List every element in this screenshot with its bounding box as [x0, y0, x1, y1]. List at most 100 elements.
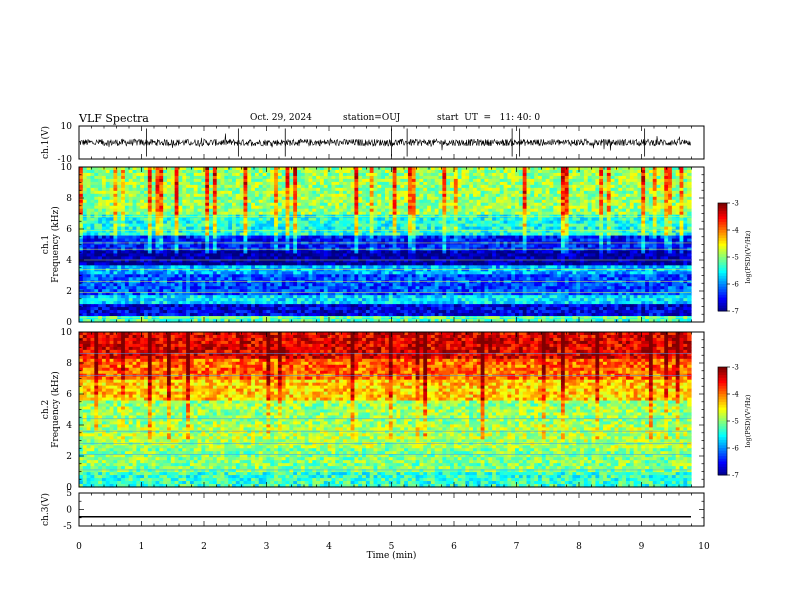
- spectrogram-cell: [182, 202, 187, 207]
- spectrogram-cell: [603, 178, 608, 183]
- spectrogram-cell: [472, 172, 478, 177]
- spectrogram-cell: [576, 187, 581, 192]
- spectrogram-cell: [186, 172, 191, 177]
- spectrogram-cell: [189, 169, 195, 174]
- spectrogram-cell: [140, 169, 145, 174]
- spectrogram-cell: [362, 178, 367, 183]
- spectrogram-cell: [518, 184, 524, 189]
- spectrogram-cell: [128, 169, 134, 174]
- spectrogram-cell: [327, 205, 333, 210]
- spectrogram-cell: [461, 169, 466, 174]
- spectrogram-cell: [117, 181, 122, 186]
- spectrogram-cell: [105, 187, 111, 192]
- spectrogram-cell: [618, 181, 623, 186]
- spectrogram-cell: [450, 202, 455, 207]
- spectrogram-cell: [492, 187, 497, 192]
- spectrogram-cell: [595, 172, 600, 177]
- spectrogram-cell: [457, 169, 463, 174]
- spectrogram-cell: [170, 175, 176, 180]
- spectrogram-cell: [216, 190, 222, 195]
- spectrogram-cell: [591, 202, 596, 207]
- spectrogram-cell: [277, 175, 283, 180]
- spectrogram-cell: [622, 167, 627, 171]
- spectrogram-cell: [369, 202, 375, 207]
- spectrogram-cell: [515, 193, 520, 198]
- spectrogram-cell: [614, 178, 619, 183]
- spectrogram-cell: [254, 199, 260, 204]
- spectrogram-cell: [274, 205, 279, 210]
- spectrogram-cell: [469, 199, 474, 204]
- spectrogram-cell: [404, 172, 409, 177]
- spectrogram-cell: [151, 178, 157, 183]
- spectrogram-cell: [189, 178, 195, 183]
- spectrogram-cell: [522, 172, 528, 177]
- spectrogram-cell: [90, 175, 95, 180]
- spectrogram-cell: [377, 172, 382, 177]
- spectrogram-cell: [285, 205, 290, 210]
- spectrogram-cell: [144, 167, 149, 171]
- spectrogram-cell: [209, 184, 214, 189]
- spectrogram-cell: [117, 196, 122, 201]
- spectrogram-cell: [388, 199, 394, 204]
- spectrogram-cell: [346, 184, 352, 189]
- spectrogram-cell: [415, 169, 421, 174]
- spectrogram-cell: [541, 178, 547, 183]
- spectrogram-cell: [140, 187, 145, 192]
- spectrogram-cell: [415, 167, 421, 171]
- spectrogram-cell: [648, 172, 654, 177]
- spectrogram-cell: [553, 172, 558, 177]
- spectrogram-cell: [633, 181, 639, 186]
- spectrogram-cell: [105, 167, 111, 171]
- spectrogram-cell: [323, 178, 329, 183]
- spectrogram-cell: [503, 190, 508, 195]
- spectrogram-cell: [652, 181, 658, 186]
- spectrogram-cell: [323, 196, 329, 201]
- spectrogram-cell: [515, 190, 520, 195]
- spectrogram-cell: [396, 181, 401, 186]
- spectrogram-cell: [147, 184, 153, 189]
- spectrogram-cell: [128, 167, 134, 171]
- spectrogram-cell: [614, 181, 619, 186]
- spectrogram-cell: [159, 199, 164, 204]
- spectrogram-cell: [660, 178, 665, 183]
- spectrogram-cell: [243, 190, 248, 195]
- spectrogram-cell: [166, 190, 172, 195]
- spectrogram-cell: [369, 205, 375, 210]
- spectrogram-cell: [488, 202, 493, 207]
- spectrogram-cell: [281, 190, 287, 195]
- spectrogram-cell: [79, 199, 84, 204]
- spectrogram-cell: [461, 172, 466, 177]
- spectrogram-cell: [323, 202, 329, 207]
- spectrogram-cell: [419, 172, 424, 177]
- spectrogram-cell: [365, 178, 371, 183]
- spectrogram-cell: [564, 199, 570, 204]
- spectrogram-cell: [239, 196, 245, 201]
- spectrogram-cell: [438, 187, 443, 192]
- spectrogram-cell: [132, 199, 137, 204]
- spectrogram-cell: [354, 172, 359, 177]
- spectrogram-cell: [170, 172, 176, 177]
- spectrogram-cell: [450, 172, 455, 177]
- spectrogram-cell: [515, 169, 520, 174]
- spectrogram-cell: [549, 190, 554, 195]
- spectrogram-cell: [132, 184, 137, 189]
- spectrogram-cell: [266, 178, 271, 183]
- spectrogram-cell: [606, 175, 612, 180]
- spectrogram-cell: [228, 202, 233, 207]
- spectrogram-cell: [687, 193, 692, 198]
- spectrogram-cell: [407, 167, 413, 171]
- spectrogram-cell: [480, 167, 486, 171]
- spectrogram-cell: [580, 175, 585, 180]
- spectrogram-cell: [381, 202, 386, 207]
- spectrogram-cell: [247, 205, 252, 210]
- spectrogram-cell: [610, 202, 616, 207]
- spectrogram-cell: [319, 196, 325, 201]
- spectrogram-cell: [407, 199, 413, 204]
- spectrogram-cell: [633, 193, 639, 198]
- spectrogram-cell: [373, 202, 378, 207]
- spectrogram-cell: [339, 175, 344, 180]
- spectrogram-cell: [251, 175, 256, 180]
- spectrogram-cell: [495, 172, 501, 177]
- spectrogram-cell: [323, 167, 329, 171]
- spectrogram-cell: [90, 172, 95, 177]
